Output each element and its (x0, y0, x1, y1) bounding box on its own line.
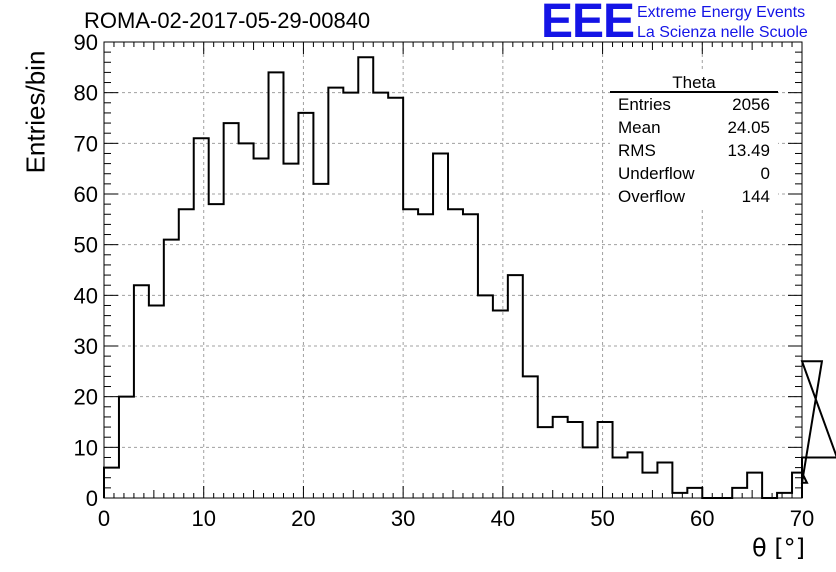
histogram-bin (254, 159, 269, 498)
stats-row-label: RMS (618, 141, 656, 160)
stats-row-value: 24.05 (727, 118, 770, 137)
histogram-bin (269, 72, 284, 498)
x-tick-label: 0 (98, 506, 110, 531)
y-tick-label: 90 (74, 30, 98, 55)
histogram-bin (642, 473, 657, 498)
histogram-bin (418, 214, 433, 498)
x-tick-label: 60 (690, 506, 714, 531)
histogram-bin (463, 214, 478, 498)
logo-line-1: Extreme Energy Events (637, 4, 806, 21)
x-tick-label: 20 (291, 506, 315, 531)
histogram-bin (403, 209, 418, 498)
eee-logo: EEE (541, 0, 635, 48)
histogram-bin (313, 184, 328, 498)
x-tick-label: 40 (491, 506, 515, 531)
histogram-bin (104, 468, 119, 498)
histogram-bin (538, 427, 553, 498)
histogram-bin (448, 209, 463, 498)
histogram-bin (134, 285, 149, 498)
histogram-bin (493, 311, 508, 498)
histogram-bin (657, 463, 672, 498)
histogram-bin (568, 422, 583, 498)
histogram-bin (358, 57, 373, 498)
histogram-bin (224, 123, 239, 498)
y-tick-label: 30 (74, 334, 98, 359)
x-tick-label: 30 (391, 506, 415, 531)
histogram-bin (628, 452, 643, 498)
histogram-bin (373, 93, 388, 498)
histogram-bin (553, 417, 568, 498)
stats-title: Theta (672, 73, 716, 92)
histogram-bin (777, 493, 792, 498)
stats-row-value: 13.49 (727, 141, 770, 160)
stats-row-value: 0 (761, 164, 770, 183)
chart-title: ROMA-02-2017-05-29-00840 (84, 8, 371, 33)
y-tick-label: 70 (74, 131, 98, 156)
histogram-bin (149, 305, 164, 498)
histogram-bin (747, 473, 762, 498)
histogram-bin (523, 376, 538, 498)
histogram-bin (209, 204, 224, 498)
histogram-bin (583, 447, 598, 498)
x-tick-label: 70 (790, 506, 814, 531)
histogram-bin (672, 493, 687, 498)
histogram-bin (164, 240, 179, 498)
stats-row-label: Mean (618, 118, 661, 137)
histogram-bin (179, 209, 194, 498)
y-tick-label: 80 (74, 81, 98, 106)
y-tick-label: 50 (74, 233, 98, 258)
histogram-bin (283, 164, 298, 498)
y-tick-label: 0 (86, 486, 98, 511)
stats-row-label: Underflow (618, 164, 695, 183)
x-tick-label: 50 (590, 506, 614, 531)
histogram-bin (508, 275, 523, 498)
stats-row-value: 2056 (732, 95, 770, 114)
histogram-bin (792, 473, 802, 498)
histogram-bin (613, 457, 628, 498)
histogram-bin (433, 153, 448, 498)
histogram-bin (239, 143, 254, 498)
y-tick-label: 40 (74, 283, 98, 308)
stats-row-value: 144 (742, 187, 770, 206)
histogram-bin (478, 295, 493, 498)
x-axis-label: θ [°] (752, 534, 806, 562)
y-tick-label: 20 (74, 385, 98, 410)
logo-line-2: La Scienza nelle Scuole (637, 24, 808, 41)
histogram-bin (328, 88, 343, 498)
histogram-bin (194, 138, 209, 498)
histogram-bin (343, 93, 358, 498)
histogram-bin (732, 488, 747, 498)
x-tick-label: 10 (191, 506, 215, 531)
histogram-bin (687, 488, 702, 498)
histogram-bin (598, 422, 613, 498)
histogram-bin (119, 397, 134, 498)
stats-box (610, 72, 778, 210)
histogram-bin (298, 113, 313, 498)
stats-row-label: Entries (618, 95, 671, 114)
histogram-bin (388, 98, 403, 498)
y-tick-label: 10 (74, 435, 98, 460)
stats-row-label: Overflow (618, 187, 686, 206)
y-tick-label: 60 (74, 182, 98, 207)
